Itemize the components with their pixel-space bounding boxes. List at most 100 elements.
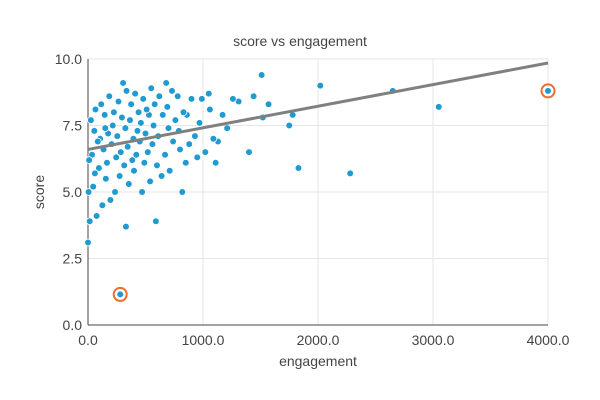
data-point <box>149 121 158 130</box>
data-point <box>85 156 93 164</box>
data-point <box>128 156 137 164</box>
data-point <box>198 95 206 103</box>
data-point <box>97 100 106 109</box>
data-point <box>112 153 120 162</box>
data-point <box>187 95 196 103</box>
data-point <box>316 81 325 90</box>
data-point <box>106 196 115 204</box>
data-point <box>150 100 159 109</box>
data-point <box>110 108 118 116</box>
data-point <box>152 217 160 226</box>
data-point <box>91 105 100 114</box>
y-tick-label: 7.5 <box>63 118 83 134</box>
data-point <box>204 89 213 98</box>
data-point <box>115 172 124 180</box>
y-tick-label: 10.0 <box>55 51 82 67</box>
data-point <box>257 71 266 79</box>
data-point <box>141 129 150 138</box>
x-tick-label: 1000.0 <box>182 332 225 348</box>
data-point <box>114 97 123 106</box>
data-point <box>176 145 184 154</box>
data-point <box>209 135 218 143</box>
data-point <box>100 111 109 119</box>
data-point <box>211 158 220 167</box>
data-point <box>89 182 97 191</box>
data-point <box>92 212 101 220</box>
data-point <box>218 111 227 119</box>
data-point <box>123 142 132 151</box>
highlight-ring <box>112 286 128 302</box>
tick-labels: 0.0 1000.0 2000.0 3000.0 4000.0 0.0 2.5 5.0 7.5 1… <box>55 51 570 348</box>
data-point <box>294 164 303 172</box>
data-point <box>138 188 146 196</box>
data-point <box>185 140 194 148</box>
data-point <box>434 103 443 111</box>
data-point <box>105 92 114 101</box>
highlighted-points <box>112 83 556 302</box>
data-point <box>120 161 129 170</box>
data-point <box>140 158 149 167</box>
x-tick-label: 3000.0 <box>412 332 455 348</box>
data-point <box>162 79 171 87</box>
data-point <box>133 127 142 135</box>
x-tick-label: 4000.0 <box>527 332 570 348</box>
data-point <box>102 174 110 183</box>
y-axis-label: score <box>31 175 47 209</box>
data-point <box>84 188 93 196</box>
x-tick-label: 2000.0 <box>297 332 340 348</box>
x-axis-label: engagement <box>279 353 357 369</box>
data-point <box>125 180 133 188</box>
data-point <box>91 169 99 178</box>
data-point <box>127 100 135 109</box>
data-point <box>93 137 102 146</box>
data-point <box>103 158 111 167</box>
data-point <box>98 201 107 210</box>
data-point <box>169 137 177 146</box>
data-point <box>195 119 204 127</box>
data-point <box>346 169 355 178</box>
data-point <box>157 172 166 180</box>
data-point <box>95 164 103 172</box>
data-point <box>142 105 151 114</box>
data-point <box>178 188 187 196</box>
data-point <box>84 238 92 247</box>
data-point <box>130 166 138 175</box>
data-point <box>155 92 164 101</box>
data-point <box>131 89 139 98</box>
data-point <box>118 113 126 122</box>
data-point <box>111 188 119 196</box>
data-point <box>90 127 99 135</box>
data-point <box>249 92 258 101</box>
data-point <box>113 132 122 140</box>
highlight-ring <box>540 83 556 99</box>
data-point <box>101 124 110 132</box>
data-point <box>153 161 161 170</box>
data-point <box>134 108 143 116</box>
data-point <box>147 84 156 93</box>
data-point <box>223 124 231 132</box>
data-points <box>84 71 552 299</box>
data-point <box>148 140 157 148</box>
data-point <box>144 148 152 156</box>
data-point <box>201 148 210 156</box>
data-point <box>164 124 173 132</box>
data-point <box>126 116 134 124</box>
chart-title: score vs engagement <box>233 33 367 49</box>
y-tick-label: 5.0 <box>63 184 83 200</box>
data-point <box>108 121 117 130</box>
data-point <box>139 95 148 103</box>
trendline <box>87 61 549 151</box>
data-point <box>132 150 141 159</box>
data-point <box>116 290 124 299</box>
data-point <box>119 79 127 87</box>
data-point <box>245 148 253 156</box>
data-point <box>121 124 130 132</box>
data-point <box>122 87 131 95</box>
grid <box>88 58 549 325</box>
data-point <box>137 119 145 127</box>
data-point <box>87 116 95 124</box>
data-point <box>181 158 190 167</box>
data-point <box>229 95 237 103</box>
data-point <box>161 150 169 159</box>
